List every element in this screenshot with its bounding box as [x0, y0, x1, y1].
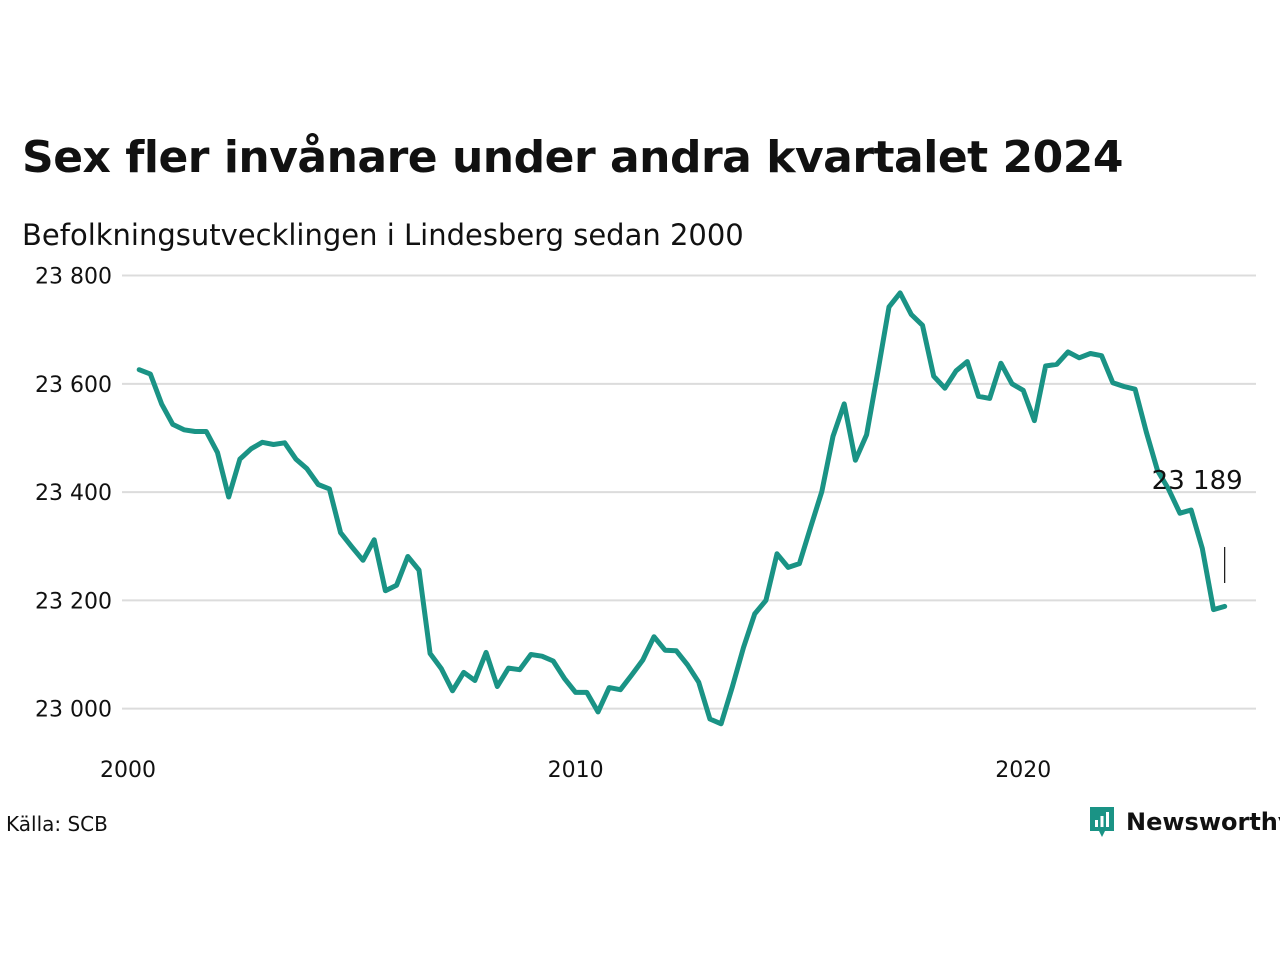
end-value-label: 23 189	[1152, 466, 1243, 496]
x-axis: 2000 2010 2020	[100, 758, 1051, 783]
source-note: Källa: SCB	[6, 812, 108, 836]
series-line-0	[136, 290, 1228, 727]
chart-title: Sex fler invånare under andra kvartalet …	[22, 132, 1124, 183]
annotations: 23 189	[1152, 466, 1243, 583]
y-tick-label-23000: 23 000	[35, 698, 112, 723]
brand-name: Newsworthy	[1126, 808, 1280, 836]
y-tick-label-23200: 23 200	[35, 589, 112, 614]
newsworthy-logo-icon	[1090, 807, 1114, 837]
brand-logo: Newsworthy	[1088, 804, 1280, 840]
y-tick-label-23400: 23 400	[35, 481, 112, 506]
x-tick-label-2000: 2000	[100, 758, 156, 783]
y-tick-label-23800: 23 800	[35, 265, 112, 290]
x-tick-label-2020: 2020	[995, 758, 1051, 783]
x-tick-label-2010: 2010	[548, 758, 604, 783]
y-axis: 23 000 23 200 23 400 23 600 23 800	[35, 265, 112, 723]
y-tick-label-23600: 23 600	[35, 373, 112, 398]
gridlines	[122, 274, 1256, 710]
chart-subtitle: Befolkningsutvecklingen i Lindesberg sed…	[22, 218, 744, 252]
series-group	[136, 290, 1228, 727]
